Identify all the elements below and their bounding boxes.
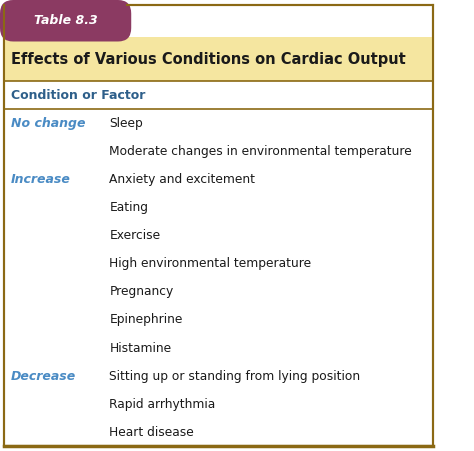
Text: Condition or Factor: Condition or Factor [11,89,146,101]
Text: No change: No change [11,117,85,130]
Text: Anxiety and excitement: Anxiety and excitement [109,173,255,186]
Text: Heart disease: Heart disease [109,426,194,439]
FancyBboxPatch shape [0,0,131,41]
Text: Decrease: Decrease [11,370,76,383]
Text: Moderate changes in environmental temperature: Moderate changes in environmental temper… [109,145,412,158]
Text: Table 8.3: Table 8.3 [34,14,98,27]
Bar [4,37,433,81]
Text: High environmental temperature: High environmental temperature [109,257,311,270]
Text: Sitting up or standing from lying position: Sitting up or standing from lying positi… [109,370,361,383]
Text: Exercise: Exercise [109,229,161,242]
Text: Histamine: Histamine [109,341,172,354]
Text: Sleep: Sleep [109,117,143,130]
Text: Rapid arrhythmia: Rapid arrhythmia [109,398,216,411]
Text: Epinephrine: Epinephrine [109,313,183,327]
Text: Pregnancy: Pregnancy [109,285,173,299]
Text: Eating: Eating [109,201,148,214]
Text: Effects of Various Conditions on Cardiac Output: Effects of Various Conditions on Cardiac… [11,51,406,67]
Text: Increase: Increase [11,173,71,186]
